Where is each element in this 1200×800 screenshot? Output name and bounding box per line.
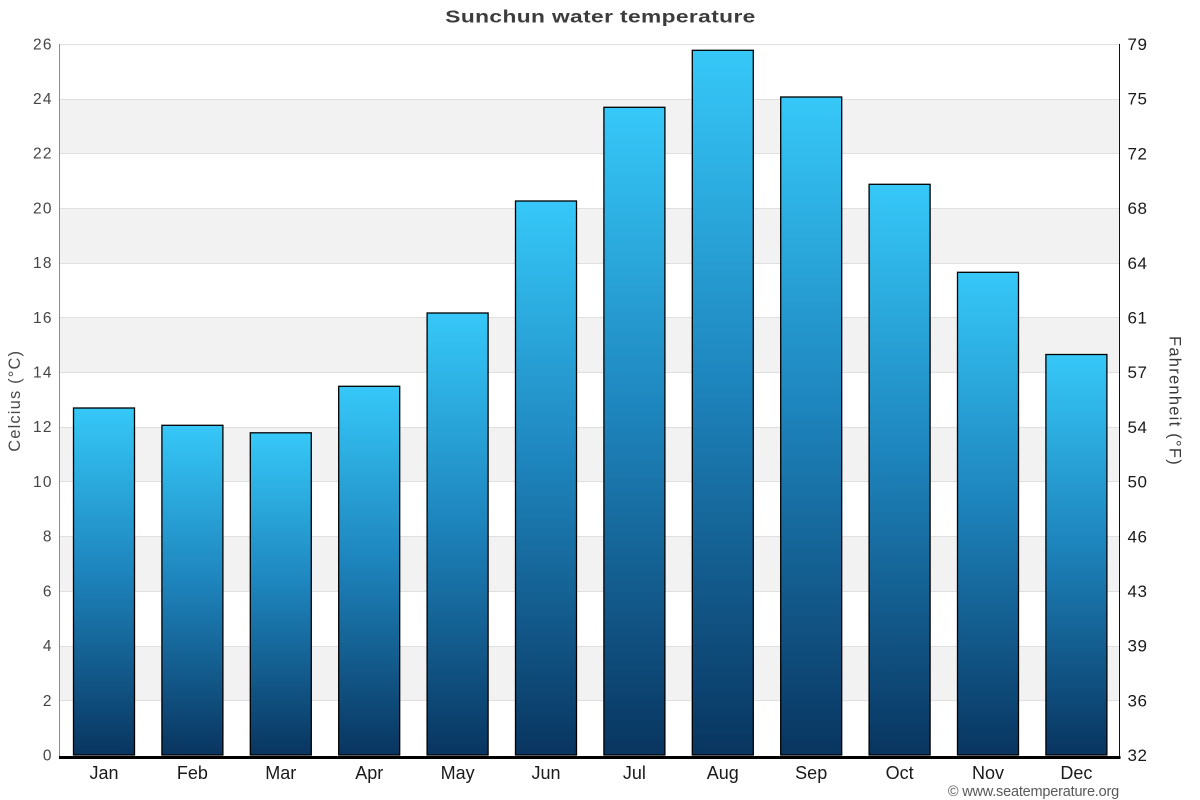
svg-text:68: 68 [1128,199,1148,218]
svg-text:57: 57 [1128,363,1148,382]
svg-text:79: 79 [1128,35,1148,54]
svg-text:Aug: Aug [707,763,739,783]
svg-text:Oct: Oct [886,763,914,783]
svg-text:Fahrenheit (°F): Fahrenheit (°F) [1166,336,1184,466]
svg-text:61: 61 [1128,309,1148,328]
svg-text:4: 4 [43,638,53,655]
svg-text:Mar: Mar [265,763,296,783]
svg-text:Celcius (°C): Celcius (°C) [6,350,24,452]
svg-text:12: 12 [33,419,53,436]
svg-text:Sunchun water temperature: Sunchun water temperature [445,8,755,27]
svg-text:10: 10 [33,474,53,491]
svg-text:64: 64 [1128,254,1148,273]
svg-text:20: 20 [33,200,53,217]
svg-text:43: 43 [1128,582,1148,601]
svg-text:© www.seatemperature.org: © www.seatemperature.org [948,784,1119,800]
svg-text:75: 75 [1128,90,1148,109]
svg-text:Dec: Dec [1060,763,1092,783]
svg-text:Feb: Feb [177,763,208,783]
svg-text:32: 32 [1128,746,1148,765]
svg-text:Sep: Sep [795,763,827,783]
svg-text:50: 50 [1128,473,1148,492]
svg-text:Jan: Jan [89,763,118,783]
svg-text:Jun: Jun [531,763,560,783]
svg-text:39: 39 [1128,637,1148,656]
svg-text:Apr: Apr [355,763,383,783]
svg-text:8: 8 [43,529,53,546]
svg-text:2: 2 [43,693,53,710]
svg-text:54: 54 [1128,418,1148,437]
svg-text:Nov: Nov [972,763,1004,783]
svg-text:46: 46 [1128,527,1148,546]
svg-text:0: 0 [43,748,53,765]
svg-text:14: 14 [33,365,53,382]
svg-text:18: 18 [33,255,53,272]
svg-text:24: 24 [33,91,53,108]
svg-text:Jul: Jul [623,763,646,783]
svg-text:22: 22 [33,146,53,163]
svg-text:16: 16 [33,310,53,327]
svg-text:72: 72 [1128,144,1148,163]
svg-text:36: 36 [1128,691,1148,710]
svg-text:6: 6 [43,583,53,600]
svg-text:May: May [441,763,475,783]
svg-text:26: 26 [33,36,53,53]
